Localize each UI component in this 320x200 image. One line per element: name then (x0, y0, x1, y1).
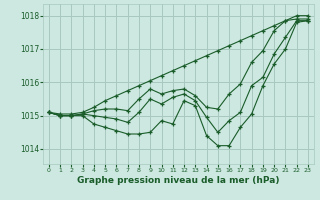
X-axis label: Graphe pression niveau de la mer (hPa): Graphe pression niveau de la mer (hPa) (77, 176, 280, 185)
